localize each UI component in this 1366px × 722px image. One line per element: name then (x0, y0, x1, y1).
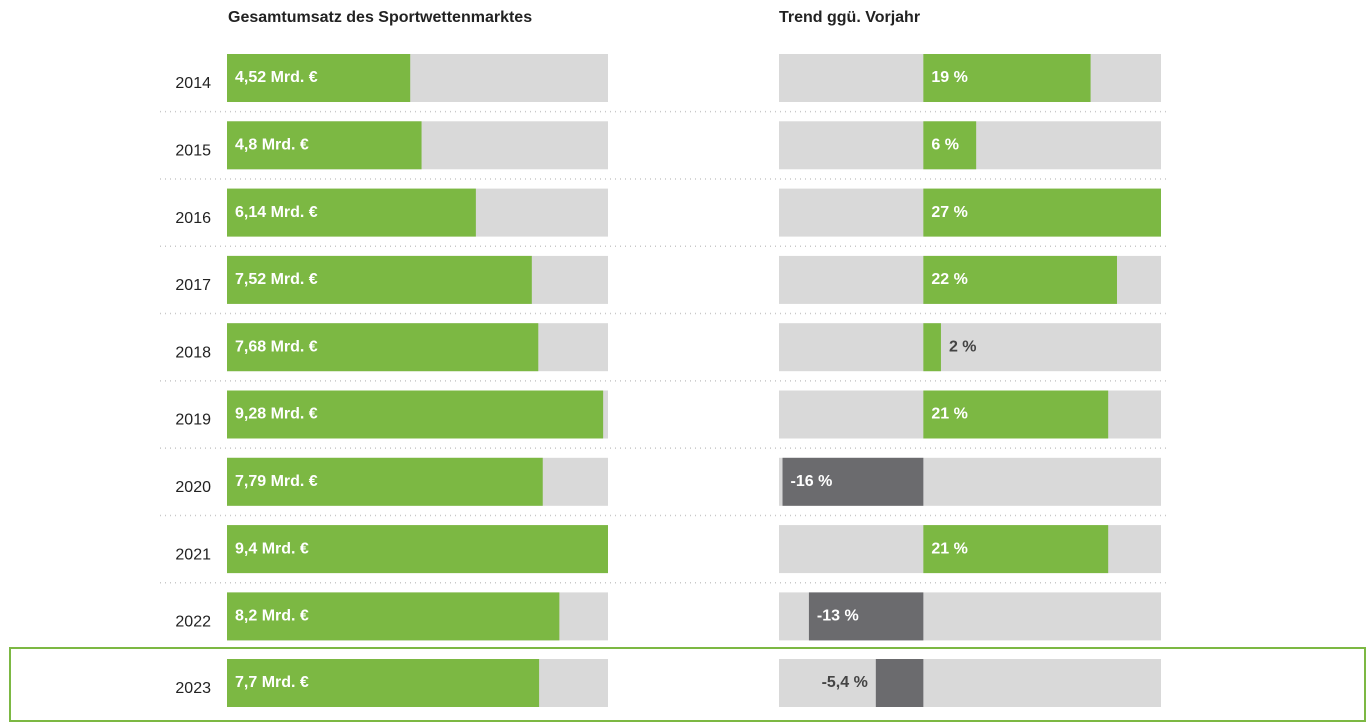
bar (808, 592, 924, 641)
bar (923, 323, 941, 372)
category-label: 2015 (175, 143, 211, 160)
bar (923, 525, 1109, 574)
bar (923, 188, 1161, 237)
value-label: 22 % (931, 271, 967, 288)
bar (227, 255, 532, 304)
category-label: 2020 (175, 479, 211, 496)
chart-title: Trend ggü. Vorjahr (779, 9, 920, 26)
value-label: -5,4 % (822, 674, 868, 691)
value-label: 6 % (931, 137, 959, 154)
bar (923, 390, 1109, 439)
value-label: 6,14 Mrd. € (235, 204, 318, 221)
category-label: 2017 (175, 277, 211, 294)
value-label: 2 % (949, 338, 977, 355)
bar (227, 592, 560, 641)
value-label: -16 % (791, 473, 833, 490)
value-label: 9,28 Mrd. € (235, 406, 318, 423)
bar (227, 323, 539, 372)
bar (923, 54, 1091, 102)
highlight-box (9, 647, 1366, 722)
value-label: 4,8 Mrd. € (235, 137, 309, 154)
category-label: 2018 (175, 344, 211, 361)
value-label: -13 % (817, 608, 859, 625)
category-label: 2016 (175, 210, 211, 227)
value-label: 21 % (931, 540, 967, 557)
value-label: 4,52 Mrd. € (235, 69, 318, 86)
value-label: 27 % (931, 204, 967, 221)
bar (923, 255, 1117, 304)
category-label: 2014 (175, 75, 211, 92)
category-label: 2022 (175, 614, 211, 631)
category-label: 2023 (175, 680, 211, 697)
value-label: 21 % (931, 406, 967, 423)
bar-track (779, 323, 1161, 372)
bar (782, 457, 924, 506)
bar (227, 121, 422, 170)
value-label: 19 % (931, 69, 967, 86)
chart-title: Gesamtumsatz des Sportwettenmarktes (228, 9, 532, 26)
category-label: 2019 (175, 412, 211, 429)
value-label: 7,79 Mrd. € (235, 473, 318, 490)
value-label: 7,7 Mrd. € (235, 674, 309, 691)
bar (227, 54, 411, 102)
bar-track (779, 659, 1161, 707)
category-label: 2021 (175, 546, 211, 563)
value-label: 8,2 Mrd. € (235, 608, 309, 625)
bar (227, 659, 540, 707)
bar (227, 457, 543, 506)
bar (923, 121, 977, 170)
bar (227, 390, 604, 439)
bar (227, 525, 608, 574)
value-label: 7,68 Mrd. € (235, 338, 318, 355)
value-label: 7,52 Mrd. € (235, 271, 318, 288)
value-label: 9,4 Mrd. € (235, 540, 309, 557)
bar (227, 188, 476, 237)
bar (875, 659, 924, 707)
